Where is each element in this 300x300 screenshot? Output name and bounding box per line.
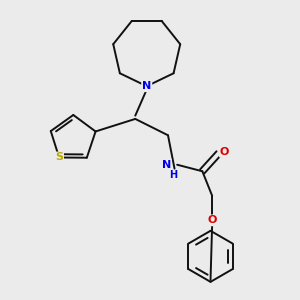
Text: H: H bbox=[169, 169, 177, 179]
Text: O: O bbox=[208, 215, 217, 225]
Text: N: N bbox=[162, 160, 171, 170]
Text: S: S bbox=[55, 152, 63, 163]
Text: O: O bbox=[220, 147, 229, 157]
Text: N: N bbox=[142, 81, 152, 91]
